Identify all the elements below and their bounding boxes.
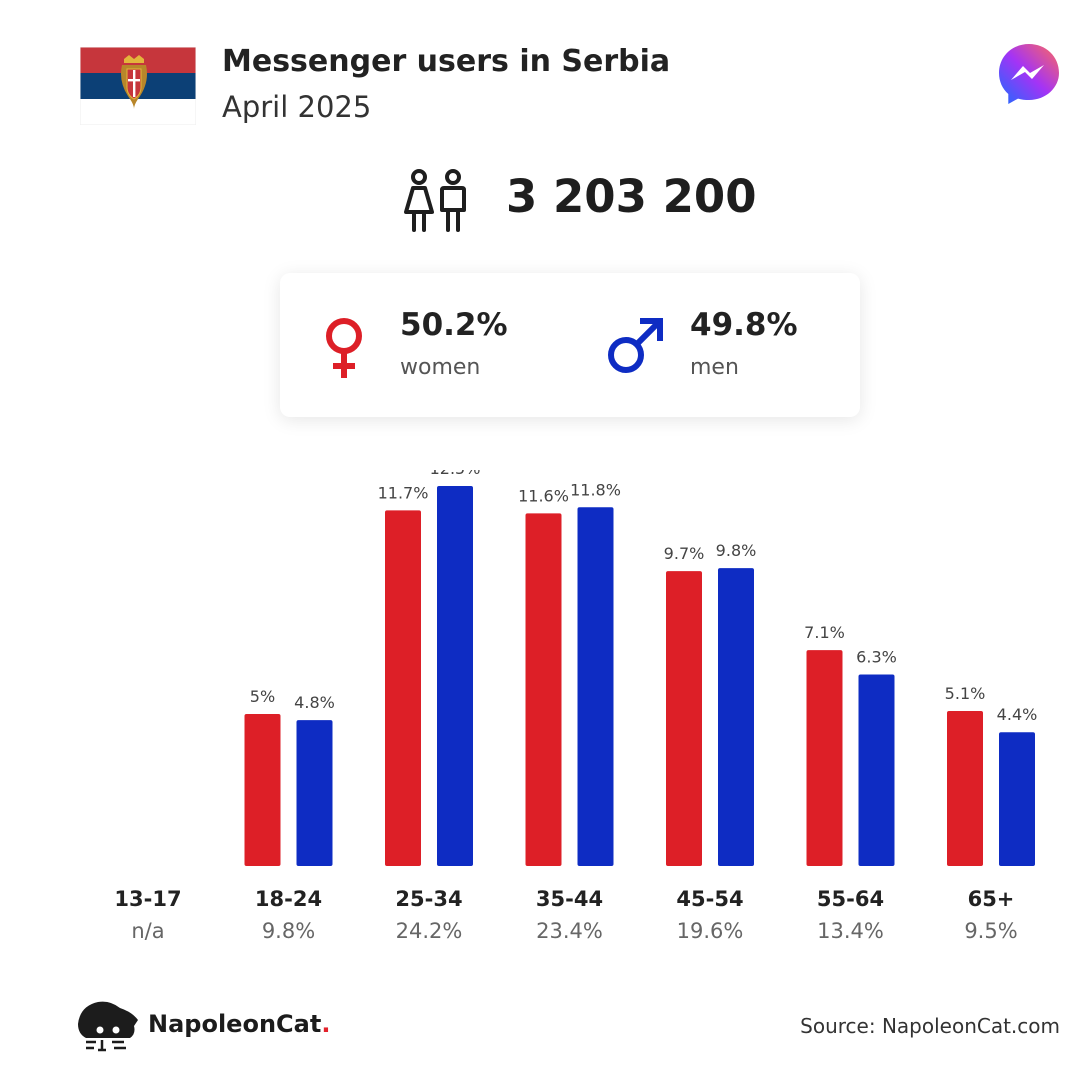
bar-men-65+ <box>999 732 1035 866</box>
bar-women-35-44 <box>525 513 562 866</box>
category-label: 13-17 <box>114 887 181 911</box>
category-total: 19.6% <box>677 919 744 943</box>
category-total: 9.5% <box>964 919 1017 943</box>
bar-women-18-24 <box>244 714 281 866</box>
bar-value-label: 9.7% <box>664 544 705 563</box>
bar-value-label: 4.4% <box>997 705 1038 724</box>
men-label: men <box>690 355 739 380</box>
bar-value-label: 11.8% <box>570 480 621 499</box>
category-total: 24.2% <box>396 919 463 943</box>
bar-value-label: 6.3% <box>856 647 897 666</box>
category-total: 9.8% <box>262 919 315 943</box>
bar-women-65+ <box>947 710 983 866</box>
page-subtitle: April 2025 <box>222 90 372 124</box>
age-gender-bar-chart: 13-17 n/a 5% 4.8% 18-24 9.8% 11.7%12.5% 25-34 24… <box>114 470 1038 943</box>
gender-split-card: 50.2% women 49.8% men <box>280 273 860 417</box>
bar-women-25-34 <box>385 510 421 866</box>
bar-value-label: 11.7% <box>378 483 429 502</box>
category-label: 65+ <box>968 887 1015 911</box>
male-symbol-icon <box>608 318 663 373</box>
people-icon <box>404 169 466 232</box>
total-users-value: 3 203 200 <box>506 170 757 223</box>
men-percent: 49.8% <box>690 307 798 343</box>
category-label: 18-24 <box>255 887 322 911</box>
bar-value-label: 12.5% <box>430 470 481 478</box>
category-label: 25-34 <box>395 887 462 911</box>
bar-value-label: 4.8% <box>294 693 335 712</box>
category-total: n/a <box>131 919 164 943</box>
bar-men-25-34 <box>437 486 473 866</box>
bar-men-45-54 <box>718 568 754 866</box>
bar-value-label: 5% <box>250 687 275 706</box>
category-total: 23.4% <box>536 919 603 943</box>
category-label: 45-54 <box>676 887 743 911</box>
brand-name: NapoleonCat. <box>148 1010 330 1038</box>
messenger-logo-icon <box>999 44 1059 104</box>
female-symbol-icon <box>326 318 362 378</box>
source-credit: Source: NapoleonCat.com <box>800 1014 1060 1038</box>
bar-men-35-44 <box>577 507 614 866</box>
brand-name-text: NapoleonCat <box>148 1010 322 1038</box>
bar-women-45-54 <box>666 571 702 866</box>
women-percent: 50.2% <box>400 307 508 343</box>
category-label: 55-64 <box>817 887 884 911</box>
bar-value-label: 11.6% <box>518 486 569 505</box>
napoleoncat-logo-icon <box>78 1001 138 1052</box>
page-title: Messenger users in Serbia <box>222 44 671 79</box>
category-total: 13.4% <box>817 919 884 943</box>
bar-value-label: 5.1% <box>945 684 986 703</box>
bar-men-55-64 <box>858 674 895 866</box>
bar-value-label: 7.1% <box>804 623 845 642</box>
bar-women-55-64 <box>806 650 843 866</box>
serbia-flag-icon <box>80 47 196 125</box>
bar-value-label: 9.8% <box>716 541 757 560</box>
brand-dot: . <box>321 1010 331 1038</box>
women-label: women <box>400 355 481 380</box>
category-label: 35-44 <box>536 887 603 911</box>
bar-men-18-24 <box>296 720 333 866</box>
